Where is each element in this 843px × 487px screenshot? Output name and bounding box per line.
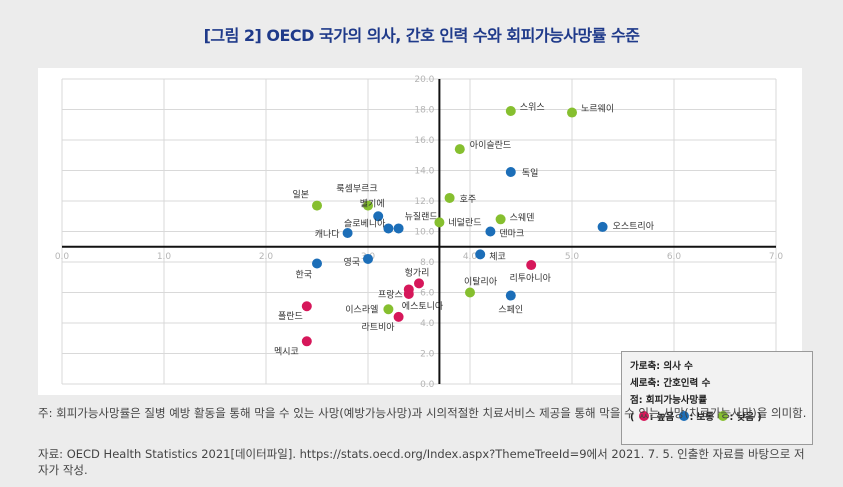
point-label: 헝가리 <box>405 267 430 278</box>
x-tick-label: 5.0 <box>565 252 580 262</box>
point-label: 스웨덴 <box>510 211 535 223</box>
data-point <box>363 253 373 264</box>
legend-low-label: : 낮음 <box>729 412 755 423</box>
y-tick-label: 2.0 <box>420 350 435 360</box>
point-label: 리투아니아 <box>509 273 551 284</box>
x-tick-label: 7.0 <box>769 252 784 262</box>
y-tick-label: 8.0 <box>420 258 435 268</box>
data-point <box>342 228 353 239</box>
legend-levels: ( : 높음 : 보통 : 낮음 ) <box>630 409 812 426</box>
legend-low-dot <box>718 411 729 421</box>
data-point <box>597 221 608 232</box>
x-tick-label: 6.0 <box>667 252 682 262</box>
legend-close-paren: ) <box>757 412 762 423</box>
point-label: 멕시코 <box>274 346 299 357</box>
x-tick-label: 2.0 <box>259 252 274 262</box>
data-point <box>444 192 455 203</box>
data-point <box>475 249 486 260</box>
data-point <box>301 301 312 312</box>
point-label: 일본 <box>292 190 309 201</box>
point-label: 아이슬란드 <box>470 139 511 151</box>
legend-point-note: 점: 회피가능사망률 <box>630 395 708 406</box>
legend-y-axis-note: 세로축: 간호인력 수 <box>630 378 711 389</box>
point-label: 슬로베니아 <box>344 218 386 229</box>
data-point <box>485 226 496 237</box>
point-label: 호주 <box>460 194 477 205</box>
data-point <box>383 304 394 315</box>
data-point <box>403 289 414 300</box>
data-point <box>312 200 322 211</box>
scatter-chart: 0.01.02.03.04.05.06.07.00.02.04.06.08.01… <box>55 75 784 390</box>
legend-box: 가로축: 의사 수 세로축: 간호인력 수 점: 회피가능사망률 ( : 높음 … <box>621 351 813 445</box>
data-point <box>465 287 475 298</box>
footnote: 주: 회피가능사망률은 질병 예방 활동을 통해 막을 수 있는 사망(예방가능… <box>38 406 807 420</box>
point-label: 스위스 <box>520 102 545 113</box>
x-tick-label: 0.0 <box>55 252 70 262</box>
data-point <box>393 223 404 234</box>
point-label: 이스라엘 <box>345 304 378 315</box>
legend-open-paren: ( <box>630 412 635 423</box>
data-point <box>312 258 322 269</box>
point-label: 에스토니아 <box>402 301 444 312</box>
legend-high-dot <box>638 411 649 421</box>
y-tick-label: 4.0 <box>420 319 435 329</box>
data-point <box>495 214 506 225</box>
point-label: 네덜란드 <box>448 216 481 228</box>
data-point <box>414 278 424 289</box>
y-tick-label: 10.0 <box>414 228 434 238</box>
y-tick-label: 18.0 <box>414 106 434 116</box>
y-tick-label: 0.0 <box>420 380 435 390</box>
y-tick-label: 20.0 <box>414 75 434 85</box>
point-label: 오스트리아 <box>613 221 655 232</box>
x-tick-label: 4.0 <box>463 252 478 262</box>
legend-medium-label: : 보통 <box>689 412 715 423</box>
point-label: 이탈리아 <box>464 277 498 288</box>
point-label: 라트비아 <box>361 322 395 333</box>
y-tick-label: 16.0 <box>414 136 434 146</box>
x-tick-label: 1.0 <box>157 252 172 262</box>
data-point <box>434 217 445 228</box>
legend-high-label: : 높음 <box>649 412 675 423</box>
data-point <box>505 106 516 117</box>
data-point <box>567 107 577 118</box>
point-label: 룩셈부르크 <box>336 184 377 195</box>
point-label: 노르웨이 <box>581 103 614 115</box>
data-point <box>505 290 516 301</box>
data-point <box>383 223 394 234</box>
chart-title: [그림 2] OECD 국가의 의사, 간호 인력 수와 회피가능사망률 수준 <box>203 26 640 45</box>
point-label: 뉴질랜드 <box>405 210 438 222</box>
point-label: 독일 <box>522 168 539 179</box>
source-note: 자료: OECD Health Statistics 2021[데이터파일]. … <box>38 447 805 477</box>
point-label: 벨기에 <box>360 198 385 209</box>
data-point <box>363 200 373 211</box>
point-label: 영국 <box>343 257 360 268</box>
y-tick-label: 12.0 <box>414 197 434 207</box>
point-label: 캐나다 <box>315 229 341 240</box>
point-label: 스페인 <box>498 305 523 316</box>
point-label: 폴란드 <box>278 310 303 322</box>
data-point <box>454 144 465 155</box>
data-point <box>373 211 384 222</box>
data-point <box>301 336 312 347</box>
data-point <box>526 260 537 271</box>
data-point <box>393 311 404 322</box>
point-label: 프랑스 <box>378 288 403 300</box>
legend-x-axis-note: 가로축: 의사 수 <box>630 361 693 372</box>
data-point <box>505 167 516 178</box>
legend-medium-dot <box>678 411 689 421</box>
plot-panel: 0.01.02.03.04.05.06.07.00.02.04.06.08.01… <box>38 68 813 445</box>
y-tick-label: 14.0 <box>414 167 434 177</box>
point-label: 체코 <box>489 251 506 262</box>
y-tick-label: 6.0 <box>420 289 435 299</box>
point-label: 덴마크 <box>499 229 524 240</box>
point-label: 한국 <box>295 270 312 281</box>
